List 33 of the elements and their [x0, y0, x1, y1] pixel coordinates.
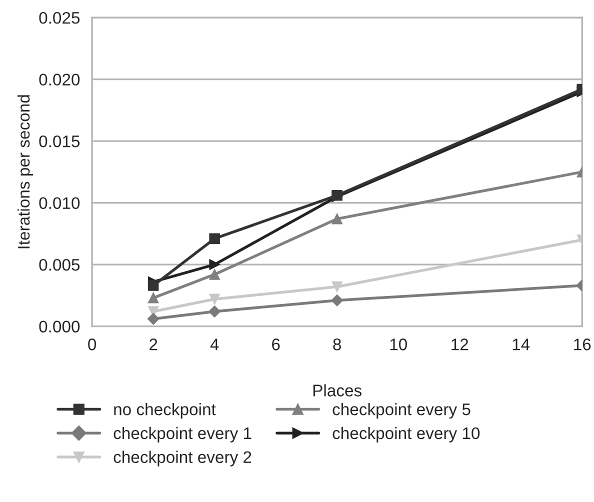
point: [209, 269, 220, 280]
point: [148, 292, 159, 304]
x-tick-label: 10: [390, 338, 407, 350]
y-tick-label: 0.000: [39, 320, 80, 333]
point: [209, 259, 220, 270]
x-tick-label: 6: [272, 338, 280, 350]
point: [331, 294, 344, 306]
legend-label: checkpoint every 1: [114, 426, 252, 442]
x-tick-label: 8: [333, 338, 342, 350]
legend-label: no checkpoint: [114, 403, 216, 419]
x-tick-label: 14: [512, 338, 530, 350]
y-tick-label: 0.020: [39, 74, 80, 86]
point: [209, 233, 220, 244]
point: [147, 312, 160, 325]
x-tick-label: 0: [88, 338, 96, 350]
x-tick-label: 16: [574, 338, 591, 350]
x-tick-label: 12: [452, 338, 468, 350]
y-tick-label: 0.010: [39, 197, 80, 210]
y-tick-label: 0.005: [39, 258, 80, 271]
point: [209, 294, 220, 305]
y-tick-label: 0.025: [39, 12, 80, 24]
point: [148, 280, 159, 291]
x-axis-title: Places: [313, 384, 362, 396]
legend-label: checkpoint every 10: [332, 426, 480, 442]
y-axis-title: Iterations per second: [17, 95, 34, 248]
point: [208, 306, 221, 318]
point: [332, 213, 342, 224]
point: [332, 281, 342, 292]
legend-label: checkpoint every 5: [332, 403, 470, 419]
legend-label: checkpoint every 2: [114, 450, 252, 466]
x-tick-label: 2: [150, 338, 158, 350]
x-tick-label: 4: [210, 338, 219, 350]
y-tick-label: 0.015: [39, 135, 80, 148]
